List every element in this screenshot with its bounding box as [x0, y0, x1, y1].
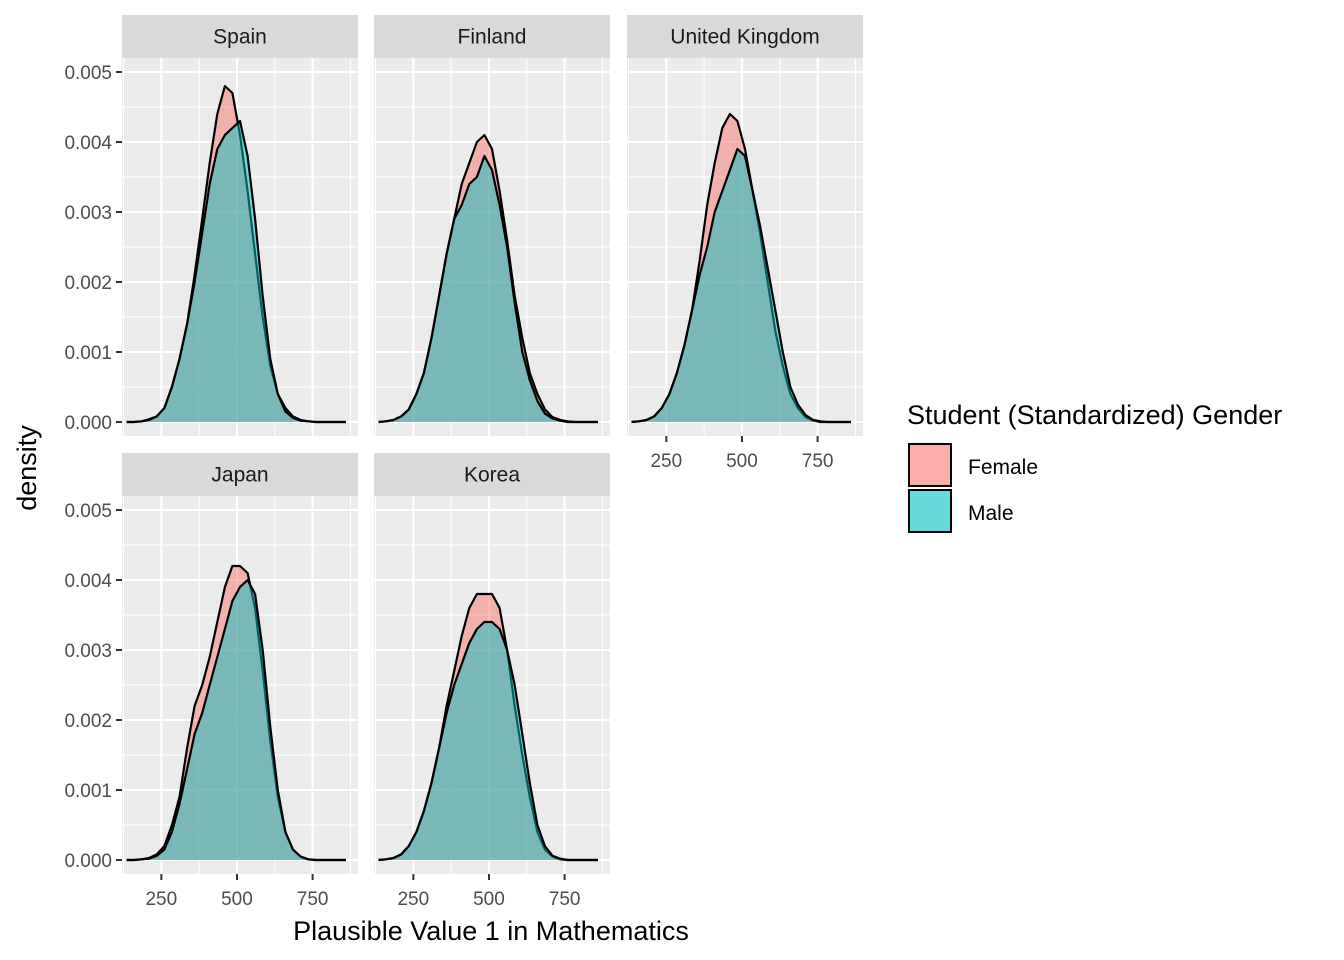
panel-finland: Finland [374, 15, 610, 436]
density-area-male [631, 149, 851, 422]
density-line-male [631, 147, 851, 424]
density-line-male [126, 119, 346, 424]
panel-japan: Japan [122, 453, 358, 874]
y-axis-title: density [12, 425, 42, 511]
legend: Student (Standardized) Gender Female Mal… [907, 400, 1282, 533]
axes-layer: 0.000 0.001 0.002 0.003 0.004 0.005 250 500 750 0… [64, 63, 833, 910]
density-line-male [126, 578, 346, 862]
panel-united-kingdom: United Kingdom [627, 15, 863, 436]
density-area-male [126, 580, 346, 860]
density-area-male [378, 622, 598, 860]
y-tick-label: 0.000 [64, 413, 112, 434]
x-tick-label: 250 [145, 889, 177, 910]
x-tick-label: 750 [297, 889, 329, 910]
legend-label-female: Female [968, 456, 1038, 479]
panel-spain: Spain [122, 15, 358, 436]
x-tick-label: 750 [802, 451, 834, 472]
strip-label-japan: Japan [211, 464, 268, 487]
y-tick-label: 0.004 [64, 133, 112, 154]
strip-label-finland: Finland [458, 26, 527, 49]
legend-key-male [908, 489, 952, 533]
density-line-male [378, 154, 598, 424]
legend-title: Student (Standardized) Gender [907, 400, 1282, 430]
strip-united-kingdom [627, 15, 863, 58]
density-area-male [378, 156, 598, 422]
y-tick-label: 0.002 [64, 711, 112, 732]
x-axis-title: Plausible Value 1 in Mathematics [293, 916, 689, 946]
y-tick-label: 0.003 [64, 641, 112, 662]
legend-key-female [908, 443, 952, 487]
x-tick-label: 250 [397, 889, 429, 910]
density-line-male [378, 620, 598, 862]
x-tick-label: 500 [473, 889, 505, 910]
y-tick-label: 0.000 [64, 851, 112, 872]
strip-finland [374, 15, 610, 58]
strip-label-united-kingdom: United Kingdom [670, 26, 819, 49]
strip-korea [374, 453, 610, 496]
panels-layer: Spain Finland United Kingdom Japan Korea [122, 15, 863, 874]
strip-label-spain: Spain [213, 26, 267, 49]
x-tick-label: 500 [726, 451, 758, 472]
legend-label-male: Male [968, 502, 1014, 525]
x-tick-label: 250 [650, 451, 682, 472]
y-tick-label: 0.001 [64, 781, 112, 802]
y-tick-label: 0.001 [64, 343, 112, 364]
y-tick-label: 0.003 [64, 203, 112, 224]
panel-korea: Korea [374, 453, 610, 874]
strip-label-korea: Korea [464, 464, 520, 487]
y-tick-label: 0.005 [64, 501, 112, 522]
x-tick-label: 500 [221, 889, 253, 910]
strip-japan [122, 453, 358, 496]
y-tick-label: 0.005 [64, 63, 112, 84]
y-tick-label: 0.002 [64, 273, 112, 294]
density-area-male [126, 121, 346, 422]
strip-spain [122, 15, 358, 58]
x-tick-label: 750 [549, 889, 581, 910]
y-tick-label: 0.004 [64, 571, 112, 592]
